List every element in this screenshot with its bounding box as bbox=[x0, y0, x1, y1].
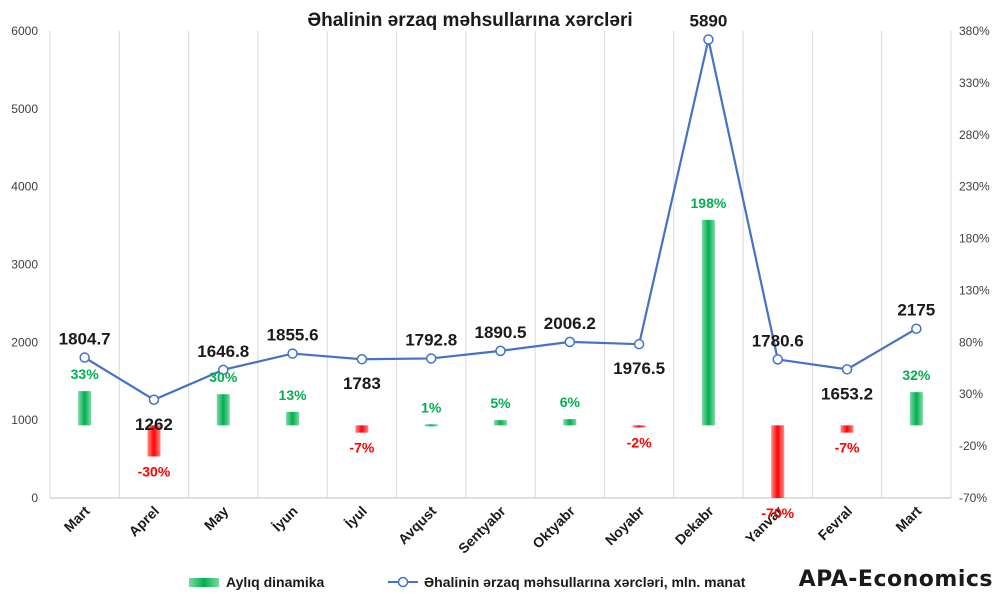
line-point bbox=[703, 34, 714, 45]
line-point bbox=[633, 338, 645, 350]
x-tick-label: Sentyabr bbox=[455, 502, 509, 556]
line-data-label: 1792.8 bbox=[405, 330, 457, 349]
line-data-label: 1976.5 bbox=[613, 359, 665, 378]
y-left-tick-label: 0 bbox=[31, 491, 38, 505]
bar bbox=[147, 425, 161, 457]
bar bbox=[78, 391, 92, 426]
line-point bbox=[495, 345, 506, 357]
bar-data-label: 30% bbox=[209, 369, 238, 385]
y-right-tick-label: 280% bbox=[959, 128, 990, 142]
line-point bbox=[564, 336, 576, 348]
bar-data-label: -7% bbox=[835, 440, 860, 456]
bar bbox=[286, 411, 300, 426]
bar-data-label: 198% bbox=[691, 195, 727, 211]
y-right-tick-label: 380% bbox=[959, 24, 990, 38]
legend-line-marker bbox=[397, 576, 409, 588]
line-data-label: 5890 bbox=[690, 12, 728, 31]
y-left-tick-label: 2000 bbox=[11, 335, 38, 349]
y-left-tick-label: 1000 bbox=[11, 413, 38, 427]
line-point bbox=[425, 353, 437, 364]
x-tick-label: Mart bbox=[892, 503, 924, 535]
line-point bbox=[911, 323, 922, 334]
y-right-tick-label: -70% bbox=[959, 491, 987, 505]
line-point bbox=[356, 353, 368, 365]
chart-title: Əhalinin ərzaq məhsullarına xərcləri bbox=[307, 10, 632, 31]
y-left-tick-label: 3000 bbox=[11, 258, 38, 272]
legend-bar-swatch bbox=[189, 578, 219, 587]
x-tick-label: Avqust bbox=[395, 503, 440, 548]
bar bbox=[909, 392, 923, 426]
bar bbox=[424, 424, 438, 427]
y-left-tick-label: 5000 bbox=[11, 102, 38, 116]
line-data-label: 1855.6 bbox=[267, 326, 319, 345]
bar-data-label: 13% bbox=[279, 387, 308, 403]
legend-bar-label: Aylıq dinamika bbox=[226, 574, 325, 590]
y-right-tick-label: 80% bbox=[959, 335, 983, 349]
line-data-label: 1783 bbox=[343, 374, 381, 393]
x-tick-label: Oktyabr bbox=[529, 502, 578, 551]
y-right-tick-label: 130% bbox=[959, 283, 990, 297]
line-data-label: 1262 bbox=[135, 415, 173, 434]
x-tick-label: Noyabr bbox=[602, 502, 648, 548]
bar bbox=[563, 419, 577, 426]
y-left-tick-label: 4000 bbox=[11, 180, 38, 194]
line-point bbox=[841, 364, 853, 375]
x-tick-label: Fevral bbox=[815, 503, 855, 543]
y-right-tick-label: 230% bbox=[959, 180, 990, 194]
line-data-label: 2175 bbox=[897, 301, 935, 320]
x-tick-label: Dekabr bbox=[672, 502, 717, 547]
bar-data-label: -30% bbox=[138, 463, 171, 479]
y-right-tick-label: -20% bbox=[959, 439, 987, 453]
bar-data-label: 1% bbox=[421, 399, 442, 415]
line-point bbox=[287, 348, 298, 359]
bar-data-label: 5% bbox=[490, 395, 511, 411]
bar bbox=[494, 420, 507, 426]
watermark-logo: APA-Economics bbox=[798, 567, 993, 592]
line-point bbox=[79, 352, 90, 363]
line-data-label: 1653.2 bbox=[821, 384, 873, 403]
line-data-label: 2006.2 bbox=[544, 314, 596, 333]
line-layer bbox=[79, 34, 922, 406]
x-tick-label: Aprel bbox=[125, 503, 162, 540]
x-tick-label: İyun bbox=[269, 503, 301, 535]
legend: Aylıq dinamika Əhalinin ərzaq məhsulları… bbox=[189, 574, 746, 590]
y-right-tick-label: 30% bbox=[959, 387, 983, 401]
line-data-label: 1780.6 bbox=[752, 331, 804, 350]
bar bbox=[355, 425, 369, 433]
y-left-tick-label: 6000 bbox=[11, 24, 38, 38]
x-tick-label: İyul bbox=[342, 503, 370, 531]
line-data-label: 1890.5 bbox=[475, 323, 527, 342]
bar bbox=[701, 219, 715, 426]
bar bbox=[771, 425, 785, 498]
y-right-tick-label: 330% bbox=[959, 76, 990, 90]
bar-data-label: 32% bbox=[902, 367, 931, 383]
bar-data-label: -2% bbox=[627, 434, 652, 450]
legend-line-label: Əhalinin ərzaq məhsullarına xərcləri, ml… bbox=[424, 574, 746, 590]
line-data-label: 1804.7 bbox=[59, 330, 111, 349]
bar-data-label: 33% bbox=[71, 366, 100, 382]
bar-data-label: -70% bbox=[761, 505, 794, 521]
line-point bbox=[772, 354, 783, 365]
bar bbox=[632, 425, 646, 428]
grid-layer bbox=[49, 31, 952, 498]
line-data-label: 1646.8 bbox=[197, 342, 249, 361]
bar-data-label: 6% bbox=[560, 394, 581, 410]
y-right-tick-label: 180% bbox=[959, 232, 990, 246]
bar bbox=[216, 394, 230, 426]
label-layer: 33% -30% 30% 13% -7% 1% 5% 6% -2% 198% -70% -7% 32% 1… bbox=[59, 12, 936, 521]
line-point bbox=[218, 364, 229, 376]
bar-layer bbox=[78, 219, 923, 498]
x-tick-label: May bbox=[201, 503, 232, 534]
bar bbox=[840, 425, 854, 433]
x-tick-label: Mart bbox=[61, 503, 93, 535]
line-point bbox=[148, 394, 160, 406]
bar-data-label: -7% bbox=[349, 440, 374, 456]
